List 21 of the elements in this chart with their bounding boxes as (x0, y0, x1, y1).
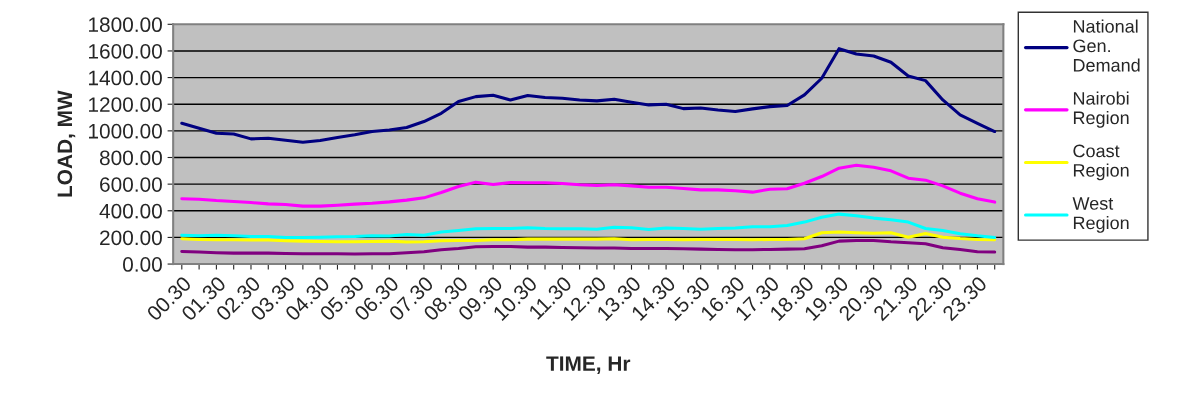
y-tick-label: 400.00 (99, 203, 162, 219)
line-series (180, 212, 997, 239)
y-tick-label: 600.00 (100, 177, 162, 192)
y-tick-label: 1800.00 (89, 17, 162, 33)
y-tick-label: 0.00 (123, 257, 162, 272)
legend-label: Coast Region (1073, 144, 1129, 181)
y-tick-label: 200.00 (100, 230, 162, 246)
y-tick-label: 1400.00 (89, 70, 162, 86)
line-series (180, 238, 997, 256)
legend-label: West Region (1072, 197, 1129, 233)
legend-label: Nairobi Region (1073, 91, 1129, 128)
legend-label: National Gen. Demand (1073, 19, 1140, 72)
line-series (180, 163, 997, 208)
y-tick-label: 1600.00 (89, 43, 162, 59)
y-axis-title: LOAD, MW (57, 90, 76, 197)
line-series (180, 47, 997, 144)
y-tick-label: 800.00 (99, 150, 162, 166)
x-axis-title: TIME, Hr (546, 356, 631, 374)
line-series (180, 230, 997, 244)
y-tick-label: 1200.00 (89, 97, 162, 112)
y-tick-label: 1000.00 (89, 123, 162, 139)
